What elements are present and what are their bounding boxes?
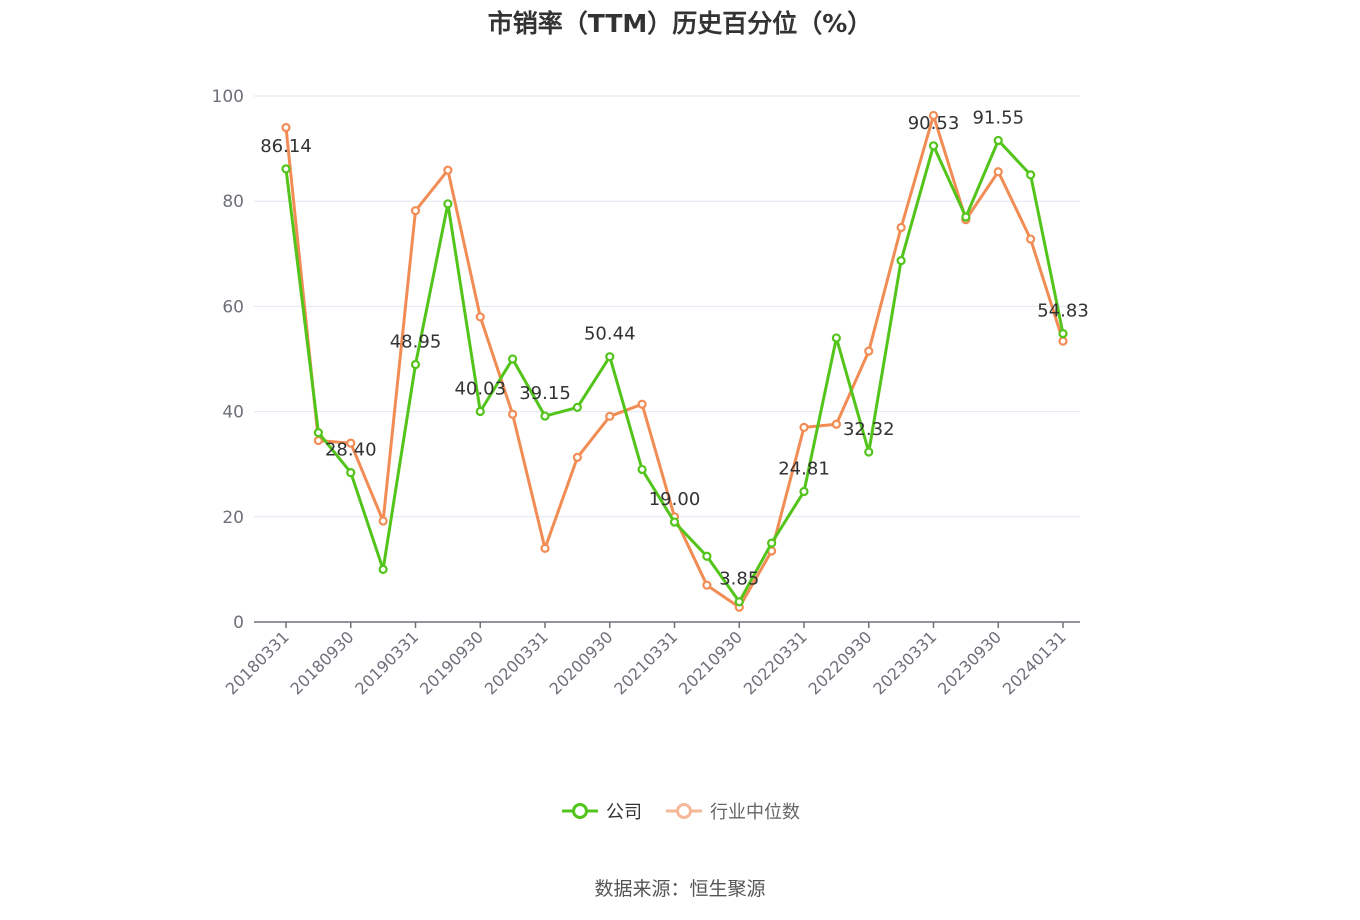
- data-label: 24.81: [778, 458, 830, 479]
- data-point: [896, 222, 906, 233]
- x-tick-label: 20240131: [999, 627, 1070, 698]
- data-point: [378, 516, 388, 526]
- data-point: [346, 468, 356, 478]
- legend-label-company: 公司: [606, 802, 642, 823]
- chart-title: 市销率（TTM）历史百分位（%）: [487, 9, 873, 38]
- data-point: [928, 110, 939, 121]
- data-point: [864, 447, 874, 457]
- y-tick-label: 80: [222, 192, 244, 212]
- data-point: [831, 333, 841, 343]
- x-tick-label: 20210930: [675, 627, 746, 698]
- legend-swatch-industry-icon: [666, 803, 702, 819]
- data-point: [378, 564, 388, 575]
- data-point: [702, 551, 712, 561]
- data-point: [961, 212, 971, 222]
- line-chart: 0 20 40 60 80 100 201803312018093020190331201…: [212, 87, 1089, 698]
- data-point: [410, 359, 421, 370]
- series-line-company: [284, 138, 1065, 604]
- data-point: [637, 464, 647, 475]
- x-tick-label: 20200930: [546, 627, 617, 698]
- data-point: [508, 409, 518, 419]
- data-label: 32.32: [843, 419, 895, 440]
- x-tick-label: 20180930: [287, 627, 358, 698]
- data-point: [928, 141, 939, 151]
- x-tick-label: 20180331: [222, 627, 293, 698]
- data-point: [508, 354, 518, 364]
- data-label: 28.40: [325, 440, 377, 461]
- data-point: [993, 135, 1003, 146]
- x-tick-label: 20220930: [805, 627, 876, 698]
- data-point: [1058, 328, 1068, 339]
- legend-item-company[interactable]: 公司: [560, 798, 642, 824]
- data-point: [1026, 170, 1036, 180]
- y-tick-label: 0: [233, 613, 244, 633]
- data-point: [799, 422, 809, 432]
- x-tick-label: 20230930: [934, 627, 1005, 698]
- legend: 公司 行业中位数: [0, 796, 1360, 826]
- data-point: [313, 435, 323, 446]
- data-point: [605, 352, 615, 362]
- data-point: [410, 206, 421, 216]
- data-labels: 86.14 28.40 48.95 40.03 39.15 50.44 19.00 3.85 2…: [260, 107, 1089, 589]
- data-label: 54.83: [1037, 301, 1089, 322]
- x-tick-label: 20230331: [869, 627, 940, 698]
- data-point: [993, 167, 1003, 177]
- data-point: [443, 199, 453, 209]
- data-point: [734, 597, 744, 607]
- legend-label-industry-median: 行业中位数: [710, 802, 800, 823]
- x-tick-label: 20210331: [610, 627, 681, 698]
- x-tick-label: 20190930: [416, 627, 487, 698]
- data-label: 91.55: [972, 107, 1024, 128]
- data-point: [669, 517, 680, 527]
- data-label: 86.14: [260, 136, 312, 157]
- data-point: [313, 428, 323, 438]
- data-point: [1058, 336, 1068, 346]
- legend-swatch-company-icon: [562, 803, 598, 819]
- data-label: 3.85: [719, 569, 759, 590]
- data-point: [799, 486, 809, 497]
- y-tick-label: 60: [222, 297, 244, 317]
- data-point: [767, 538, 777, 548]
- data-point: [572, 452, 582, 462]
- data-point: [281, 164, 291, 174]
- grid-lines: [254, 95, 1080, 518]
- data-point: [443, 165, 453, 175]
- series-line-industry-median: [284, 114, 1065, 609]
- data-point: [540, 411, 550, 421]
- y-tick-label: 100: [212, 87, 244, 107]
- data-point: [864, 346, 874, 356]
- data-point: [540, 543, 550, 553]
- data-label: 50.44: [584, 324, 636, 345]
- x-tick-label: 20200331: [481, 627, 552, 698]
- x-axis: 2018033120180930201903312019093020200331…: [222, 621, 1080, 698]
- data-point: [475, 312, 485, 322]
- data-label: 39.15: [519, 383, 571, 404]
- data-point: [346, 438, 356, 448]
- data-point: [702, 580, 712, 590]
- legend-item-industry-median[interactable]: 行业中位数: [664, 798, 800, 824]
- data-point: [1026, 234, 1036, 244]
- data-label: 90.53: [908, 113, 960, 134]
- data-point: [605, 411, 615, 421]
- data-point: [475, 406, 485, 417]
- data-label: 19.00: [649, 489, 701, 510]
- y-axis: 0 20 40 60 80 100: [212, 87, 244, 633]
- data-point: [831, 419, 841, 429]
- data-label: 40.03: [454, 378, 506, 399]
- y-tick-label: 40: [222, 403, 244, 423]
- data-point: [637, 399, 647, 409]
- x-tick-label: 20220331: [740, 627, 811, 698]
- y-tick-label: 20: [222, 508, 244, 528]
- data-source: 数据来源：恒生聚源: [594, 878, 766, 900]
- x-tick-label: 20190331: [351, 627, 422, 698]
- data-point: [281, 122, 291, 133]
- data-label: 48.95: [390, 332, 442, 353]
- data-point: [896, 256, 906, 266]
- series-group: [281, 110, 1068, 612]
- data-point: [572, 402, 582, 412]
